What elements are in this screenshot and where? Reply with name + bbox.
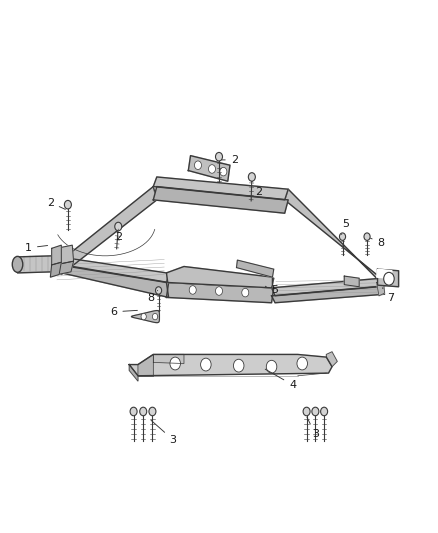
Polygon shape: [153, 354, 184, 364]
Polygon shape: [378, 269, 399, 287]
Polygon shape: [57, 187, 157, 274]
Polygon shape: [58, 261, 74, 274]
Polygon shape: [50, 262, 61, 277]
Polygon shape: [272, 278, 385, 296]
Circle shape: [297, 357, 307, 370]
Polygon shape: [153, 177, 288, 200]
Circle shape: [194, 161, 201, 169]
Circle shape: [220, 167, 227, 176]
Circle shape: [64, 200, 71, 209]
Polygon shape: [53, 256, 169, 282]
Polygon shape: [166, 273, 274, 288]
Circle shape: [312, 407, 319, 416]
Circle shape: [170, 357, 180, 370]
Circle shape: [208, 165, 215, 173]
Circle shape: [384, 272, 394, 285]
Polygon shape: [166, 282, 274, 303]
Circle shape: [321, 407, 328, 416]
Polygon shape: [131, 311, 159, 322]
Polygon shape: [153, 187, 288, 213]
Polygon shape: [272, 286, 385, 303]
Text: 6: 6: [110, 307, 138, 317]
Circle shape: [115, 222, 122, 231]
Polygon shape: [285, 189, 385, 286]
Circle shape: [233, 359, 244, 372]
Polygon shape: [344, 276, 359, 287]
Text: 5: 5: [265, 286, 279, 295]
Text: 4: 4: [265, 369, 296, 390]
Text: 2: 2: [252, 181, 262, 197]
Polygon shape: [52, 245, 61, 265]
Polygon shape: [377, 280, 385, 296]
Circle shape: [140, 407, 147, 416]
Polygon shape: [188, 156, 230, 181]
Circle shape: [242, 288, 249, 297]
Text: 8: 8: [148, 290, 158, 303]
Polygon shape: [377, 269, 392, 278]
Polygon shape: [237, 260, 274, 277]
Circle shape: [189, 286, 196, 294]
Text: 2: 2: [222, 155, 238, 165]
Text: 3: 3: [151, 420, 177, 445]
Polygon shape: [53, 264, 169, 297]
Polygon shape: [59, 245, 74, 264]
Polygon shape: [129, 354, 332, 376]
Circle shape: [141, 313, 146, 320]
Circle shape: [266, 360, 277, 373]
Text: 2: 2: [115, 229, 122, 242]
Polygon shape: [166, 266, 272, 288]
Circle shape: [155, 287, 162, 294]
Circle shape: [364, 233, 370, 240]
Polygon shape: [138, 354, 153, 376]
Circle shape: [303, 407, 310, 416]
Text: 7: 7: [382, 288, 394, 303]
Polygon shape: [18, 256, 53, 273]
Circle shape: [339, 233, 346, 240]
Circle shape: [152, 313, 158, 320]
Circle shape: [130, 407, 137, 416]
Circle shape: [201, 358, 211, 371]
Circle shape: [215, 152, 223, 161]
Circle shape: [149, 407, 156, 416]
Circle shape: [248, 173, 255, 181]
Text: 8: 8: [371, 238, 385, 247]
Ellipse shape: [12, 256, 23, 272]
Polygon shape: [129, 365, 138, 381]
Text: 1: 1: [25, 243, 48, 253]
Polygon shape: [53, 253, 72, 269]
Polygon shape: [326, 352, 337, 367]
Text: 5: 5: [342, 219, 350, 235]
Text: 2: 2: [47, 198, 65, 209]
Text: 3: 3: [307, 417, 319, 439]
Circle shape: [215, 287, 223, 295]
